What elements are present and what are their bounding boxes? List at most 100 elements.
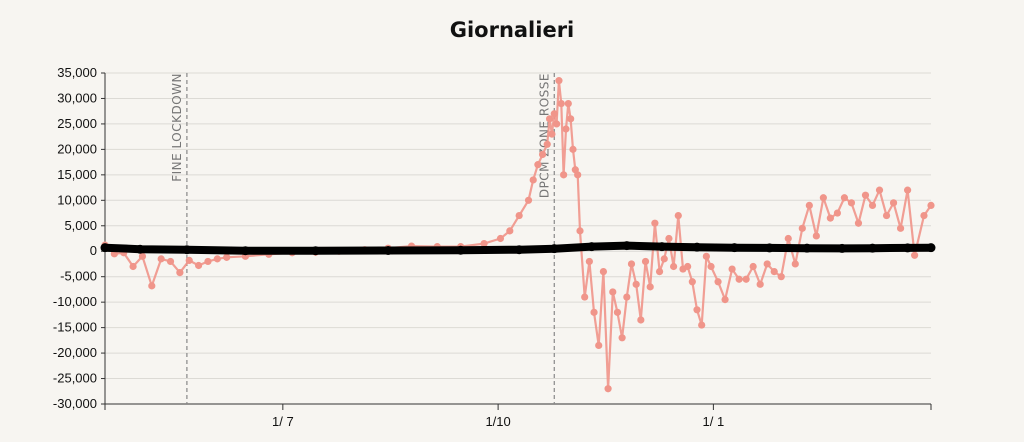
- data-point: [840, 194, 849, 202]
- data-point: [904, 186, 912, 194]
- y-tick-label: -25,000: [53, 371, 97, 386]
- data-point: [194, 261, 203, 270]
- data-point: [609, 288, 617, 296]
- data-point: [135, 244, 145, 254]
- x-tick-label: 1/10: [485, 414, 510, 429]
- data-point: [868, 201, 877, 209]
- data-point: [581, 293, 589, 301]
- data-point: [560, 171, 568, 179]
- annotation-label: DPCM ZONE ROSSE: [537, 73, 551, 198]
- y-tick-label: -5,000: [60, 269, 97, 284]
- data-point: [926, 243, 936, 253]
- data-point: [651, 219, 659, 227]
- data-point: [837, 243, 847, 253]
- data-point: [670, 262, 678, 271]
- y-tick-label: 20,000: [57, 141, 97, 156]
- data-point: [693, 306, 701, 314]
- data-point: [665, 234, 673, 243]
- series-line: [104, 79, 932, 390]
- data-point: [223, 253, 231, 261]
- data-point: [735, 275, 743, 283]
- data-point: [798, 224, 806, 232]
- data-point: [496, 234, 505, 243]
- data-point: [847, 199, 856, 207]
- data-point: [756, 280, 764, 288]
- data-point: [896, 224, 905, 232]
- data-point: [791, 260, 799, 268]
- data-point: [889, 199, 898, 207]
- data-point: [555, 77, 563, 85]
- data-point: [819, 194, 827, 202]
- data-point: [920, 211, 928, 220]
- data-point: [456, 245, 466, 255]
- data-point: [562, 125, 570, 133]
- data-point: [567, 115, 575, 123]
- data-point: [826, 214, 834, 222]
- data-point: [548, 130, 556, 138]
- data-point: [585, 257, 593, 266]
- data-point: [550, 110, 558, 118]
- data-point: [524, 196, 533, 204]
- data-point: [506, 227, 514, 235]
- data-point: [882, 211, 891, 220]
- data-point: [545, 115, 554, 123]
- data-point: [574, 171, 582, 179]
- data-point: [868, 243, 878, 253]
- data-point: [728, 265, 736, 273]
- data-point: [311, 246, 321, 256]
- data-point: [100, 243, 110, 253]
- data-point: [166, 257, 175, 266]
- y-tick-label: 15,000: [57, 167, 97, 182]
- data-point: [660, 255, 668, 263]
- data-point: [632, 280, 640, 288]
- data-point: [702, 252, 710, 260]
- data-point: [557, 99, 565, 108]
- data-point: [684, 262, 692, 271]
- data-point: [204, 257, 212, 266]
- data-point: [529, 176, 537, 184]
- data-point: [148, 282, 156, 290]
- data-point: [721, 296, 729, 304]
- data-point: [604, 385, 612, 393]
- data-point: [576, 227, 584, 235]
- data-point: [623, 293, 631, 301]
- data-point: [534, 161, 542, 169]
- data-point: [138, 252, 147, 260]
- data-point: [812, 232, 820, 240]
- data-point: [641, 257, 650, 266]
- data-point: [213, 255, 221, 263]
- data-point: [514, 245, 524, 255]
- data-point: [538, 150, 547, 159]
- annotation-label: FINE LOCKDOWN: [170, 73, 184, 182]
- data-point: [805, 201, 813, 209]
- y-tick-label: -20,000: [53, 345, 97, 360]
- x-tick-label: 1/ 1: [703, 414, 725, 429]
- data-point: [777, 273, 785, 281]
- y-tick-label: 30,000: [57, 90, 97, 105]
- data-point: [875, 186, 884, 194]
- data-point: [553, 120, 561, 128]
- data-point: [688, 278, 696, 286]
- y-tick-label: 5,000: [64, 218, 97, 233]
- data-point: [590, 308, 598, 316]
- data-point: [765, 243, 775, 253]
- data-point: [182, 245, 192, 255]
- y-tick-label: -15,000: [53, 320, 97, 335]
- data-point: [861, 191, 870, 199]
- data-point: [383, 245, 393, 255]
- y-tick-label: 10,000: [57, 192, 97, 207]
- data-point: [707, 262, 715, 271]
- data-point: [515, 211, 523, 220]
- data-point: [637, 316, 645, 324]
- data-point: [240, 246, 250, 256]
- data-point: [784, 234, 792, 243]
- data-point: [854, 219, 863, 227]
- data-point: [698, 321, 706, 329]
- data-point: [729, 243, 739, 253]
- data-point: [569, 145, 577, 153]
- y-tick-label: 35,000: [57, 65, 97, 80]
- data-point: [692, 242, 702, 252]
- data-point: [749, 262, 757, 271]
